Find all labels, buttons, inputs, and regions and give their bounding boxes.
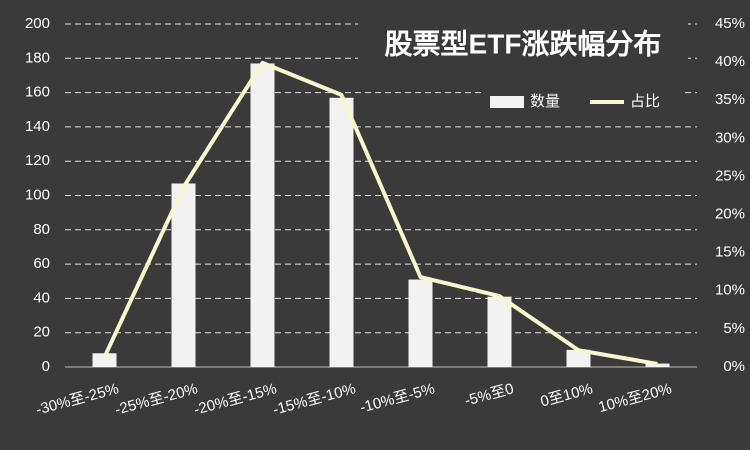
x-tick-label: 0至10% [539,380,595,410]
x-tick-label: -15%至-10% [271,380,358,418]
y2-tick-label: 45% [715,15,745,32]
y-tick-label: 0 [42,358,50,375]
y2-tick-label: 20% [715,206,745,223]
bar [408,279,433,367]
line [102,60,658,366]
y-tick-label: 100 [25,186,50,203]
legend-swatch [490,96,524,108]
y2-tick-label: 15% [715,244,745,261]
y2-tick-label: 0% [723,358,745,375]
y2-tick-label: 10% [715,282,745,299]
x-tick-label: -25%至-20% [113,380,200,418]
y2-tick-label: 5% [723,320,745,337]
y2-tick-label: 40% [715,53,745,70]
bar [171,183,196,367]
x-tick-label: -30%至-25% [34,380,121,418]
y-tick-label: 160 [25,84,50,101]
x-tick-label: -5%至0 [463,380,516,409]
x-tick-label: 10%至20% [597,380,674,416]
bar [250,63,275,367]
y-tick-label: 180 [25,49,50,66]
bar [329,97,354,368]
y-tick-label: 60 [33,255,50,272]
y-tick-label: 80 [33,221,50,238]
legend-label: 占比 [630,93,660,110]
bar [566,349,591,367]
y2-tick-label: 25% [715,167,745,184]
title-bg [358,22,688,72]
x-tick-label: -20%至-15% [192,380,279,418]
y2-tick-label: 35% [715,91,745,108]
bar [92,353,117,367]
y-tick-label: 200 [25,15,50,32]
y-tick-label: 140 [25,118,50,135]
x-tick-label: -10%至-5% [358,380,436,416]
bar [487,296,512,367]
y-tick-label: 20 [33,324,50,341]
legend-label: 数量 [530,93,560,110]
y2-tick-label: 30% [715,129,745,146]
y-tick-label: 40 [33,289,50,306]
chart-title: 股票型ETF涨跌幅分布 [385,28,662,59]
y-tick-label: 120 [25,152,50,169]
bar [645,363,670,367]
